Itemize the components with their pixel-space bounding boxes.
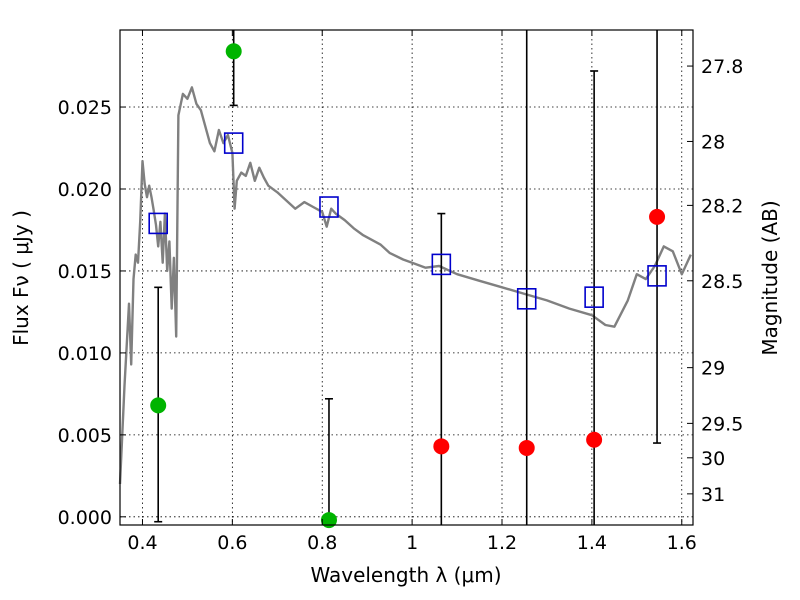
- model-square-marker: [319, 196, 339, 218]
- y-tick-label: 0.025: [58, 97, 112, 119]
- y2-tick-label: 27.8: [701, 56, 743, 78]
- observed-point-marker: [433, 438, 450, 455]
- observed-point-marker: [518, 439, 535, 456]
- model-square-marker: [148, 212, 168, 235]
- y-ticks: 0.000 0.005 0.010 0.015 0.020 0.025: [58, 97, 126, 529]
- observed-point-marker: [225, 43, 242, 60]
- x-tick-label: 1.4: [577, 532, 607, 554]
- observed-points: [150, 43, 666, 529]
- model-square-marker: [223, 132, 244, 154]
- x-tick-label: 1.6: [667, 532, 697, 554]
- observed-point-marker: [586, 431, 603, 448]
- y-tick-label: 0.015: [58, 261, 112, 283]
- x-tick-label: 1.2: [487, 532, 517, 554]
- y-tick-label: 0.020: [58, 179, 112, 201]
- y2-tick-label: 31: [701, 484, 725, 506]
- x-tick-label: 1: [406, 532, 418, 554]
- y-tick-label: 0.005: [58, 425, 112, 447]
- y-tick-label: 0.010: [58, 343, 112, 365]
- x-ticks: 0.4 0.6 0.8 1 1.2 1.4 1.6: [127, 30, 697, 554]
- x-tick-label: 0.8: [307, 532, 337, 554]
- spectrum-line: [118, 86, 692, 485]
- model-square-marker: [584, 286, 604, 308]
- model-square-marker: [647, 265, 667, 287]
- y2-tick-label: 29.5: [701, 413, 743, 435]
- model-spectrum: [118, 86, 692, 485]
- observed-point-marker: [150, 397, 167, 414]
- y-axis-label: Flux Fν ( μJy ): [9, 210, 33, 346]
- x-tick-label: 0.6: [217, 532, 247, 554]
- y2-axis-label: Magnitude (AB): [758, 200, 782, 355]
- observed-point-marker: [649, 208, 666, 225]
- y2-ticks: 27.8 28 28.2 28.5 29 29.5 30 31: [687, 56, 743, 506]
- x-tick-label: 0.4: [127, 532, 157, 554]
- y2-tick-label: 30: [701, 448, 725, 470]
- y2-tick-label: 29: [701, 358, 725, 380]
- grid: [120, 30, 693, 525]
- y2-tick-label: 28.5: [701, 271, 743, 293]
- y2-tick-label: 28.2: [701, 195, 743, 217]
- observed-point-marker: [320, 512, 337, 529]
- y-tick-label: 0.000: [58, 507, 112, 529]
- error-bars: [154, 30, 662, 525]
- plot-frame: [119, 29, 694, 526]
- model-photometry-squares: [148, 132, 667, 310]
- model-square-marker: [516, 288, 537, 310]
- y2-tick-label: 28: [701, 131, 725, 153]
- x-axis-label: Wavelength λ (μm): [310, 563, 501, 587]
- model-square-marker: [431, 253, 452, 276]
